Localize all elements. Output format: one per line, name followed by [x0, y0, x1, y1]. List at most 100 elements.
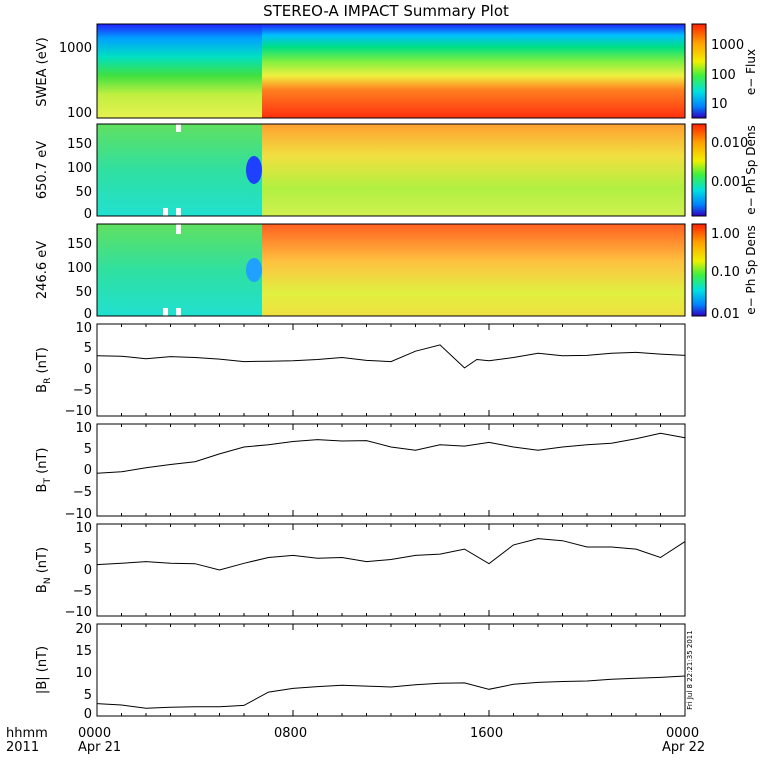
pad246-tick-0: 0	[84, 307, 92, 322]
swea-colorbar	[691, 23, 707, 119]
swea-frame	[96, 23, 686, 119]
pad246-tick-150: 150	[67, 237, 92, 252]
br-tick-10: 10	[75, 321, 92, 336]
swea-ylabel: SWEA (eV)	[35, 37, 50, 106]
bn-frame	[96, 523, 686, 617]
pad650-tick-50: 50	[75, 185, 92, 200]
bn-panel: 10 5 0 −5 −10 BN (nT)	[35, 521, 686, 620]
bn-ylabel-unit: (nT)	[35, 547, 50, 577]
br-tick-neg5: −5	[73, 383, 92, 398]
timestamp-stamp: Fri Jul 8 22:21:35 2011	[686, 630, 694, 709]
footer-hhmm: hhmm	[6, 726, 48, 741]
bmag-tick-15: 15	[75, 644, 92, 659]
swea-cbar-tick-1000: 1000	[711, 38, 744, 53]
br-frame	[96, 323, 686, 417]
pad650-blob	[246, 156, 262, 184]
bt-tick-10: 10	[75, 421, 92, 436]
bt-tick-neg10: −10	[65, 507, 92, 522]
pad650-cbar-tick-0010: 0.010	[711, 136, 748, 151]
pad246-cbar-tick-010: 0.10	[711, 265, 740, 280]
pad650-tick-100: 100	[67, 161, 92, 176]
bt-tick-neg5: −5	[73, 485, 92, 500]
br-ylabel-main: B	[35, 384, 50, 393]
bn-tick-0: 0	[84, 563, 92, 578]
br-ylabel: BR (nT)	[35, 347, 53, 393]
pad650-cbar-label: e− Ph Sp Dens	[744, 125, 758, 214]
bmag-tick-20: 20	[75, 622, 92, 637]
bmag-ylabel: |B| (nT)	[35, 646, 50, 694]
bt-ylabel-unit: (nT)	[35, 448, 50, 478]
pad246-ylabel: 246.6 eV	[35, 241, 50, 299]
x-tick-0000-end: 0000	[666, 726, 699, 741]
bmag-tick-5: 5	[84, 688, 92, 703]
bt-frame	[96, 423, 686, 517]
pad650-heatmap-warm	[262, 124, 685, 216]
pad650-colorbar	[691, 123, 707, 217]
pad650-panel: 150 100 50 0 650.7 eV 0.010 0.001 e− Ph …	[35, 123, 758, 222]
swea-heatmap-hot-region	[262, 24, 685, 118]
bmag-frame	[96, 623, 686, 717]
bt-ylabel: BT (nT)	[35, 448, 53, 493]
pad650-cbar-tick-0001: 0.001	[711, 175, 748, 190]
bmag-panel: 20 15 10 5 0 |B| (nT) Fri Jul 8 22:21:35…	[35, 622, 694, 722]
bn-ylabel: BN (nT)	[35, 547, 53, 593]
bmag-line	[96, 675, 686, 709]
bmag-tick-0: 0	[84, 707, 92, 722]
bmag-tick-10: 10	[75, 666, 92, 681]
x-tick-1600: 1600	[470, 726, 503, 741]
pad246-gap-2	[163, 308, 168, 316]
date-end: Apr 22	[662, 740, 705, 755]
bt-line	[96, 432, 686, 474]
pad246-frame	[96, 223, 686, 317]
br-line	[96, 344, 686, 369]
bn-ylabel-sub: N	[43, 577, 53, 584]
br-ylabel-unit: (nT)	[35, 347, 50, 377]
pad650-gap-3	[176, 208, 181, 216]
pad650-gap-2	[163, 208, 168, 216]
pad246-tick-50: 50	[75, 285, 92, 300]
x-tick-0000-start: 0000	[78, 726, 111, 741]
swea-cbar-label: e− Flux	[744, 49, 758, 95]
footer-year: 2011	[6, 740, 39, 755]
pad650-ylabel: 650.7 eV	[35, 141, 50, 199]
bt-tick-0: 0	[84, 463, 92, 478]
br-tick-5: 5	[84, 341, 92, 356]
plot-title: STEREO-A IMPACT Summary Plot	[263, 2, 509, 20]
date-start: Apr 21	[78, 740, 121, 755]
pad650-tick-0: 0	[84, 207, 92, 222]
pad650-tick-150: 150	[67, 137, 92, 152]
bn-tick-5: 5	[84, 542, 92, 557]
x-tick-0800: 0800	[274, 726, 307, 741]
pad246-cbar-tick-100: 1.00	[711, 227, 740, 242]
bt-ylabel-sub: T	[43, 478, 53, 485]
bn-tick-10: 10	[75, 521, 92, 536]
pad246-cbar-tick-001: 0.01	[711, 307, 740, 322]
bn-tick-neg10: −10	[65, 605, 92, 620]
swea-cbar-tick-10: 10	[711, 97, 728, 112]
pad246-heatmap-hot	[262, 224, 685, 316]
x-axis-footer: hhmm 2011 0000 0800 1600 0000 Apr 21 Apr…	[6, 726, 705, 755]
bt-panel: 10 5 0 −5 −10 BT (nT)	[35, 421, 686, 522]
br-ylabel-sub: R	[43, 378, 53, 384]
pad246-panel: 150 100 50 0 246.6 eV 1.00 0.10 0.01 e− …	[35, 223, 758, 322]
bn-line	[96, 538, 686, 571]
br-tick-0: 0	[84, 362, 92, 377]
pad246-tick-100: 100	[67, 261, 92, 276]
pad246-colorbar	[691, 223, 707, 317]
br-panel: 10 5 0 −5 −10 BR (nT)	[35, 321, 686, 419]
pad246-gap-3	[176, 308, 181, 316]
swea-cbar-tick-100: 100	[711, 68, 736, 83]
pad650-gap-1	[176, 124, 181, 132]
pad246-cbar-label: e− Ph Sp Dens	[744, 225, 758, 314]
pad246-blob	[246, 258, 262, 282]
br-tick-neg10: −10	[65, 404, 92, 419]
bn-ylabel-main: B	[35, 584, 50, 593]
swea-panel: 1000 100 SWEA (eV) 1000 100 10 e− Flux	[35, 23, 758, 121]
swea-tick-100: 100	[67, 106, 92, 121]
bn-tick-neg5: −5	[73, 584, 92, 599]
pad246-gap-1	[176, 224, 181, 234]
swea-tick-1000: 1000	[59, 41, 92, 56]
bt-tick-5: 5	[84, 442, 92, 457]
bt-ylabel-main: B	[35, 484, 50, 493]
pad650-frame	[96, 123, 686, 217]
